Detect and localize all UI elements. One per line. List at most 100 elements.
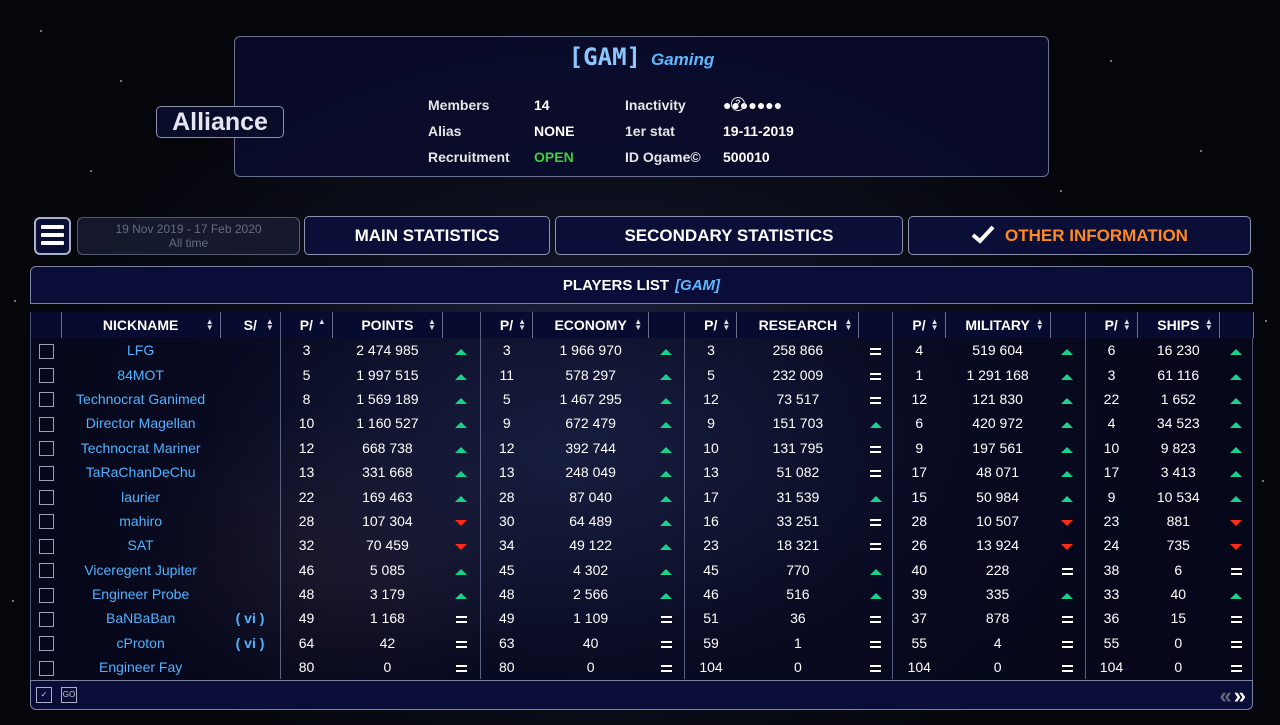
date-range-selector[interactable]: 19 Nov 2019 - 17 Feb 2020 All time [77, 217, 300, 255]
trend-cell [442, 533, 482, 558]
player-nickname[interactable]: Technocrat Mariner [80, 439, 201, 456]
tab-secondary-statistics[interactable]: SECONDARY STATISTICS [555, 216, 903, 255]
trend-up-icon [660, 397, 673, 404]
row-checkbox[interactable] [38, 563, 54, 579]
player-nickname[interactable]: laurier [121, 488, 161, 505]
trend-up-icon [660, 593, 673, 600]
player-nickname[interactable]: BaNBaBan [105, 610, 176, 627]
points-rank: 8 [302, 390, 311, 407]
player-nickname[interactable]: TaRaChanDeChu [85, 464, 196, 481]
player-nickname[interactable]: Engineer Probe [91, 586, 190, 603]
col-research-rank[interactable]: P/ ▲ ▼ [684, 312, 738, 338]
row-checkbox[interactable] [38, 489, 54, 505]
checkbox-cell [31, 631, 61, 655]
tab-other-information-label: OTHER INFORMATION [1005, 226, 1188, 245]
players-list-title: PLAYERS LIST [562, 277, 670, 294]
row-checkbox[interactable] [38, 660, 54, 676]
economy-rank: 3 [502, 342, 511, 359]
research-rank: 16 [703, 512, 719, 529]
col-ships-label: SHIPS [1157, 317, 1200, 333]
row-checkbox[interactable] [38, 367, 54, 383]
row-checkbox[interactable] [38, 392, 54, 408]
player-nickname[interactable]: Engineer Fay [98, 659, 183, 676]
player-nickname[interactable]: Viceregent Jupiter [84, 561, 197, 578]
go-icon[interactable]: GO [61, 687, 77, 703]
col-military[interactable]: MILITARY ▲ ▼ [945, 312, 1051, 338]
previous-page-icon[interactable]: « [1219, 683, 1232, 708]
trend-up-icon [455, 422, 468, 429]
economy-value: 0 [586, 659, 595, 676]
row-checkbox[interactable] [38, 611, 54, 627]
points-rank: 48 [298, 586, 315, 603]
tab-main-statistics[interactable]: MAIN STATISTICS [304, 216, 550, 255]
trend-cell [1050, 338, 1086, 363]
ogame-id-value: 500010 [723, 149, 770, 165]
trend-equal-icon [1061, 616, 1073, 624]
economy-rank: 49 [498, 610, 515, 627]
row-checkbox[interactable] [38, 465, 54, 481]
col-economy[interactable]: ECONOMY ▲ ▼ [532, 312, 650, 338]
col-points[interactable]: POINTS ▲ ▼ [332, 312, 443, 338]
military-value: 420 972 [972, 415, 1023, 432]
players-table-container: NICKNAME ▲ ▼ S/ ▲ ▼ P/ ▲ POINTS ▲ ▼ P/ ▲ ▼ ECONOM… [30, 312, 1255, 680]
tab-other-information[interactable]: OTHER INFORMATION [908, 216, 1251, 255]
row-checkbox[interactable] [38, 538, 54, 554]
economy-rank: 30 [498, 512, 515, 529]
col-military-label: MILITARY [965, 317, 1030, 333]
menu-button[interactable] [34, 217, 71, 255]
trend-cell [1050, 630, 1086, 656]
row-checkbox[interactable] [38, 343, 54, 359]
col-ships[interactable]: SHIPS ▲ ▼ [1137, 312, 1220, 338]
row-checkbox[interactable] [38, 441, 54, 457]
points-rank: 3 [302, 342, 311, 359]
col-points-label: POINTS [361, 317, 414, 333]
player-nickname[interactable]: Technocrat Ganimed [76, 390, 206, 407]
row-checkbox[interactable] [38, 587, 54, 603]
vacation-status [220, 557, 281, 582]
col-points-rank[interactable]: P/ ▲ [280, 312, 333, 338]
col-ships-rank[interactable]: P/ ▲ ▼ [1085, 312, 1138, 338]
player-nickname[interactable]: SAT [127, 537, 154, 554]
trend-cell [858, 581, 894, 607]
sort-icon: ▲ ▼ [722, 317, 731, 332]
row-checkbox[interactable] [38, 514, 54, 530]
military-value: 13 924 [976, 537, 1019, 554]
col-military-rank[interactable]: P/ ▲ ▼ [892, 312, 946, 338]
recruitment-label: Recruitment [428, 149, 510, 165]
economy-rank: 48 [498, 586, 515, 603]
ships-rank: 38 [1103, 561, 1120, 578]
col-nickname[interactable]: NICKNAME ▲ ▼ [61, 312, 221, 338]
next-page-icon[interactable]: » [1233, 683, 1246, 708]
research-rank: 51 [703, 610, 719, 627]
col-economy-rank[interactable]: P/ ▲ ▼ [480, 312, 534, 338]
ships-value: 881 [1166, 512, 1190, 529]
trend-equal-icon [1230, 616, 1242, 624]
trend-cell [1219, 606, 1253, 630]
player-nickname[interactable]: cProton [116, 634, 165, 651]
points-value: 107 304 [362, 512, 413, 529]
player-nickname[interactable]: mahiro [119, 512, 163, 529]
economy-value: 49 122 [569, 537, 613, 554]
ships-value: 735 [1166, 537, 1190, 554]
military-value: 228 [985, 561, 1010, 578]
player-nickname[interactable]: Director Magellan [85, 415, 196, 432]
col-status[interactable]: S/ ▲ ▼ [220, 312, 281, 338]
col-research[interactable]: RESEARCH ▲ ▼ [736, 312, 860, 338]
checkbox-cell [31, 533, 61, 557]
trend-cell [858, 362, 894, 387]
trend-up-icon [1230, 471, 1243, 478]
ships-value: 15 [1170, 610, 1187, 627]
row-checkbox[interactable] [38, 416, 54, 432]
checkbox-cell [31, 460, 61, 484]
military-value: 48 071 [976, 464, 1019, 481]
trend-cell [648, 386, 686, 412]
vacation-status [220, 459, 281, 485]
help-icon[interactable]: ? [731, 97, 745, 111]
trend-up-icon [1230, 446, 1243, 453]
sort-icon: ▲ ▼ [265, 317, 274, 332]
player-nickname[interactable]: 84MOT [117, 366, 164, 383]
trend-up-icon [455, 349, 468, 356]
player-nickname[interactable]: LFG [127, 342, 155, 359]
row-checkbox[interactable] [38, 636, 54, 652]
select-all-icon[interactable]: ✓ [36, 687, 52, 703]
